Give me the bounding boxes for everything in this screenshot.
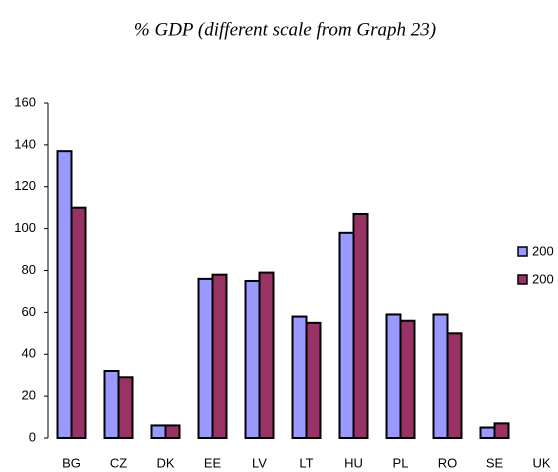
bar bbox=[197, 277, 214, 439]
bar bbox=[103, 370, 120, 439]
legend-label: 200 bbox=[532, 243, 554, 258]
bar bbox=[244, 279, 261, 439]
y-tick-label: 40 bbox=[22, 346, 36, 361]
y-tick-label: 80 bbox=[22, 262, 36, 277]
bar bbox=[305, 321, 322, 439]
legend-label: 200 bbox=[532, 271, 554, 286]
bar bbox=[432, 313, 449, 439]
y-tick-label: 20 bbox=[22, 388, 36, 403]
bar bbox=[258, 271, 275, 439]
y-tick-label: 60 bbox=[22, 304, 36, 319]
chart-title: % GDP (different scale from Graph 23) bbox=[134, 19, 436, 40]
x-tick-label: BG bbox=[62, 455, 81, 470]
bar bbox=[211, 273, 228, 439]
bar bbox=[56, 150, 73, 439]
x-tick-label: LT bbox=[299, 455, 313, 470]
x-tick-label: DK bbox=[156, 455, 174, 470]
bar bbox=[291, 315, 308, 439]
bar bbox=[150, 424, 167, 439]
x-tick-label: RO bbox=[438, 455, 458, 470]
x-tick-label: PL bbox=[393, 455, 409, 470]
bar bbox=[352, 212, 369, 439]
legend-swatch bbox=[517, 274, 528, 285]
x-tick-label: CZ bbox=[110, 455, 127, 470]
bar bbox=[70, 206, 87, 439]
y-tick-label: 0 bbox=[29, 429, 36, 444]
bar bbox=[338, 231, 355, 439]
x-tick-label: EE bbox=[204, 455, 222, 470]
bar bbox=[446, 332, 463, 439]
y-tick-label: 100 bbox=[14, 220, 36, 235]
y-tick-label: 160 bbox=[14, 94, 36, 109]
x-tick-label: HU bbox=[344, 455, 363, 470]
bar bbox=[399, 319, 416, 439]
bar bbox=[385, 313, 402, 439]
bar bbox=[479, 426, 496, 439]
x-tick-label: UK bbox=[532, 455, 550, 470]
legend-swatch bbox=[517, 246, 528, 257]
y-tick-label: 120 bbox=[14, 178, 36, 193]
x-tick-label: SE bbox=[486, 455, 504, 470]
bar bbox=[493, 422, 510, 439]
bar bbox=[117, 376, 134, 439]
bar bbox=[164, 424, 181, 439]
y-tick-label: 140 bbox=[14, 136, 36, 151]
x-tick-label: LV bbox=[252, 455, 267, 470]
